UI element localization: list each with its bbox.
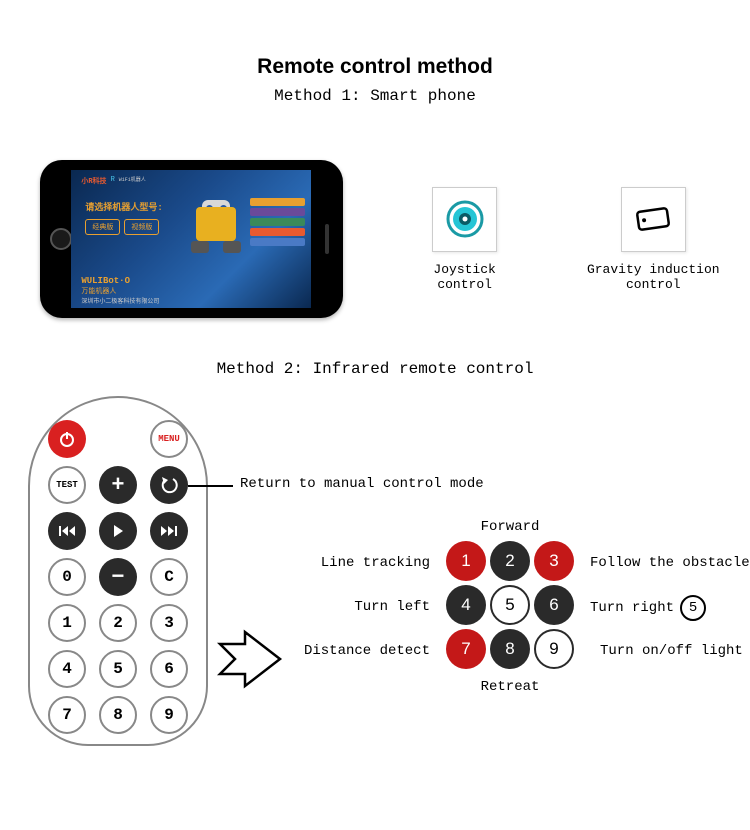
- remote-c-button[interactable]: C: [150, 558, 188, 596]
- method1-row: 小R科技 R WiFi机器人 请选择机器人型号: 经典版 视频版 WULIBot…: [0, 160, 750, 318]
- kp-label-distance: Distance detect: [304, 643, 430, 659]
- remote-6-button[interactable]: 6: [150, 650, 188, 688]
- callout-return-text: Return to manual control mode: [240, 476, 484, 492]
- keypad-3: 3: [534, 541, 574, 581]
- keypad-9: 9: [534, 629, 574, 669]
- remote-prev-button[interactable]: [48, 512, 86, 550]
- phone-mockup: 小R科技 R WiFi机器人 请选择机器人型号: 经典版 视频版 WULIBot…: [40, 160, 343, 318]
- phone-code-blocks: [250, 198, 305, 246]
- gravity-icon: [621, 187, 686, 252]
- keypad-2: 2: [490, 541, 530, 581]
- arrow-icon: [215, 624, 285, 694]
- remote-play-button[interactable]: [99, 512, 137, 550]
- kp-label-line-tracking: Line tracking: [321, 555, 430, 571]
- remote-3-button[interactable]: 3: [150, 604, 188, 642]
- kp-label-turn-left: Turn left: [354, 599, 430, 615]
- turn-right-badge: 5: [680, 595, 706, 621]
- method1-heading: Method 1: Smart phone: [0, 87, 750, 105]
- code-block: [250, 238, 305, 246]
- kp-label-retreat: Retreat: [481, 679, 540, 695]
- remote-plus-button[interactable]: +: [99, 466, 137, 504]
- remote-minus-button[interactable]: −: [99, 558, 137, 596]
- remote-0-button[interactable]: 0: [48, 558, 86, 596]
- remote-menu-button[interactable]: MENU: [150, 420, 188, 458]
- phone-option-2: 视频版: [124, 219, 159, 235]
- callout-line: [188, 485, 233, 487]
- phone-speaker: [325, 224, 329, 254]
- remote-next-button[interactable]: [150, 512, 188, 550]
- kp-label-follow-obstacle: Follow the obstacle: [590, 555, 750, 571]
- robot-illustration: [191, 198, 241, 253]
- kp-label-light: Turn on/off light: [600, 643, 743, 659]
- phone-brand: WULIBot·O: [81, 276, 130, 286]
- remote-1-button[interactable]: 1: [48, 604, 86, 642]
- remote-2-button[interactable]: 2: [99, 604, 137, 642]
- phone-brand2: 万能机器人: [81, 286, 116, 296]
- remote-power-button[interactable]: [48, 420, 86, 458]
- phone-screen: 小R科技 R WiFi机器人 请选择机器人型号: 经典版 视频版 WULIBot…: [71, 170, 311, 308]
- phone-option-1: 经典版: [85, 219, 120, 235]
- remote-9-button[interactable]: 9: [150, 696, 188, 734]
- code-block: [250, 228, 305, 236]
- keypad-6: 6: [534, 585, 574, 625]
- remote-5-button[interactable]: 5: [99, 650, 137, 688]
- page-title: Remote control method: [0, 55, 750, 79]
- gravity-label: Gravity induction control: [557, 262, 750, 292]
- code-block: [250, 218, 305, 226]
- code-block: [250, 208, 305, 216]
- method2-heading: Method 2: Infrared remote control: [0, 360, 750, 378]
- control-icons: Joystick control Gravity induction contr…: [403, 187, 750, 292]
- keypad-1: 1: [446, 541, 486, 581]
- code-block: [250, 198, 305, 206]
- remote-return-button[interactable]: [150, 466, 188, 504]
- phone-home-button: [50, 228, 72, 250]
- keypad-7: 7: [446, 629, 486, 669]
- keypad-8: 8: [490, 629, 530, 669]
- remote-test-button[interactable]: TEST: [48, 466, 86, 504]
- remote-8-button[interactable]: 8: [99, 696, 137, 734]
- joystick-icon: [432, 187, 497, 252]
- remote-4-button[interactable]: 4: [48, 650, 86, 688]
- phone-company: 深圳市小二极客科技有限公司: [81, 296, 159, 305]
- remote-7-button[interactable]: 7: [48, 696, 86, 734]
- keypad-5: 5: [490, 585, 530, 625]
- ir-remote: MENU TEST + 0 − C 1 2: [28, 396, 208, 746]
- kp-label-turn-right: Turn right5: [590, 595, 706, 621]
- kp-label-forward: Forward: [481, 519, 540, 535]
- joystick-label: Joystick control: [403, 262, 527, 292]
- keypad-4: 4: [446, 585, 486, 625]
- keypad-diagram: Forward Line tracking Follow the obstacl…: [290, 541, 730, 673]
